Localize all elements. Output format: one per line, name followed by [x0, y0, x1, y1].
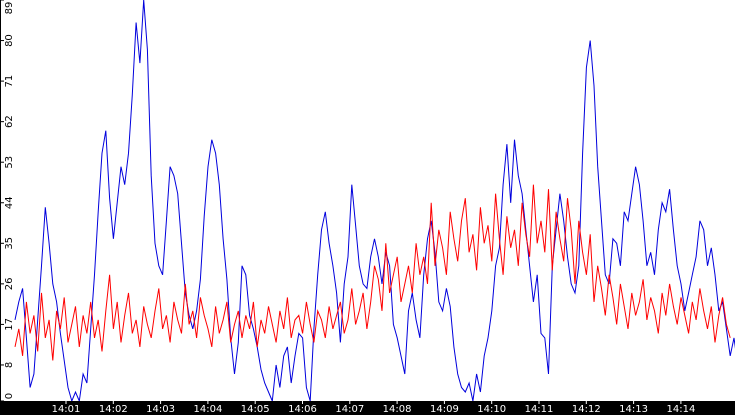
series-line-2: [14, 184, 731, 361]
x-tick-label: 14:09: [430, 404, 459, 415]
x-tick-label: 14:14: [666, 404, 695, 415]
series-line-1: [14, 0, 735, 403]
y-tick-label: 71: [4, 75, 15, 88]
series-layer: [14, 0, 735, 403]
y-axis-line: [0, 0, 1, 401]
y-tick-label: 0: [4, 393, 15, 399]
y-tick-label: 62: [4, 115, 15, 128]
x-tick-label: 14:11: [525, 404, 554, 415]
x-tick-label: 14:12: [572, 404, 601, 415]
y-tick-label: 80: [4, 34, 15, 47]
x-tick-label: 14:06: [288, 404, 317, 415]
x-tick-label: 14:05: [241, 404, 270, 415]
x-axis-ticks: 14:01 14:02 14:03 14:04 14:05 14:06 14:07 14:08…: [52, 401, 695, 415]
y-tick-label: 26: [4, 277, 15, 290]
x-tick-label: 14:03: [146, 404, 175, 415]
x-tick-label: 14:07: [335, 404, 364, 415]
y-tick-label: 53: [4, 156, 15, 169]
x-tick-label: 14:02: [99, 404, 128, 415]
x-axis-bar: [0, 401, 735, 415]
x-tick-label: 14:13: [619, 404, 648, 415]
y-tick-label: 44: [4, 196, 15, 209]
x-tick-label: 14:01: [52, 404, 81, 415]
y-tick-label: 8: [4, 362, 15, 368]
y-tick-label: 89: [4, 2, 15, 15]
y-tick-label: 35: [4, 237, 15, 250]
x-tick-label: 14:10: [477, 404, 506, 415]
y-axis-ticks: 0 8 17 26 35 44 53 62 71 80 89: [0, 0, 15, 402]
y-tick-label: 17: [4, 318, 15, 331]
x-tick-label: 14:04: [193, 404, 222, 415]
x-tick-label: 14:08: [383, 404, 412, 415]
